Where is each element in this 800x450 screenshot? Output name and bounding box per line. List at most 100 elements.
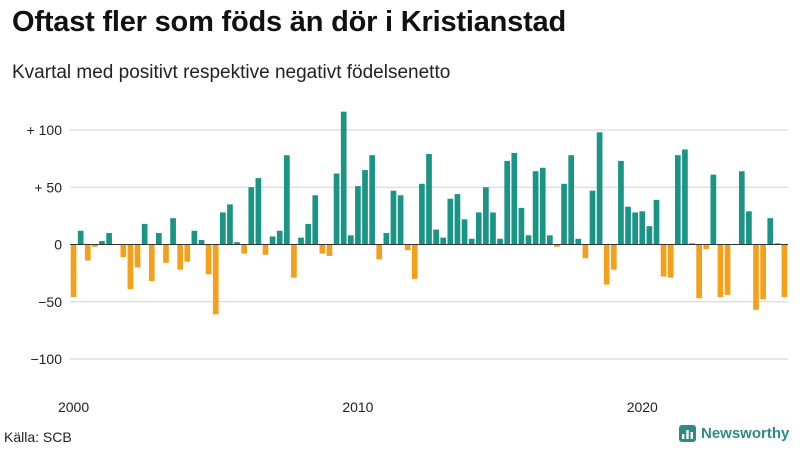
- positive-bar: [362, 170, 368, 245]
- positive-bar: [383, 233, 390, 245]
- positive-bar: [575, 238, 582, 245]
- brand-logo[interactable]: Newsworthy: [679, 425, 789, 442]
- positive-bar: [632, 212, 638, 245]
- positive-bar: [561, 183, 567, 245]
- brand-name: Newsworthy: [701, 425, 790, 442]
- positive-bar: [198, 239, 205, 245]
- positive-bar: [347, 235, 354, 245]
- positive-bar: [483, 187, 489, 245]
- negative-bar: [660, 244, 667, 277]
- x-tick-label: 2020: [627, 399, 658, 415]
- negative-bar: [703, 244, 710, 250]
- positive-bar: [532, 171, 539, 245]
- positive-bar: [283, 155, 290, 245]
- bar-layer: [70, 111, 788, 315]
- positive-bar: [689, 243, 695, 245]
- positive-bar: [447, 198, 454, 245]
- negative-bar: [554, 244, 560, 247]
- negative-bar: [319, 244, 326, 254]
- y-tick-label: + 100: [27, 122, 63, 138]
- positive-bar: [682, 149, 688, 245]
- positive-bar: [639, 211, 646, 245]
- positive-bar: [547, 235, 553, 245]
- negative-bar: [696, 244, 702, 299]
- positive-bar: [397, 195, 404, 245]
- negative-bar: [781, 244, 788, 298]
- positive-bar: [333, 173, 340, 245]
- positive-bar: [767, 218, 774, 245]
- negative-bar: [603, 244, 610, 285]
- negative-bar: [120, 244, 127, 258]
- negative-bar: [241, 244, 248, 254]
- positive-bar: [220, 212, 226, 245]
- positive-bar: [461, 219, 468, 245]
- positive-bar: [468, 238, 475, 245]
- positive-bar: [625, 206, 631, 245]
- positive-bar: [419, 183, 425, 245]
- y-tick-label: + 50: [34, 179, 62, 195]
- bar-chart: + 100 + 50 0 −50 −100 2000 2010 2020: [27, 111, 788, 415]
- positive-bar: [589, 190, 596, 245]
- y-tick-label: 0: [54, 237, 62, 253]
- negative-bar: [717, 244, 724, 298]
- positive-bar: [710, 174, 717, 245]
- positive-bar: [490, 212, 496, 245]
- newsworthy-logo-icon: [679, 425, 696, 442]
- negative-bar: [92, 244, 98, 247]
- positive-bar: [433, 229, 439, 245]
- positive-bar: [738, 171, 745, 245]
- negative-bar: [667, 244, 674, 278]
- positive-bar: [340, 111, 347, 245]
- positive-bar: [156, 233, 162, 245]
- positive-bar: [774, 243, 781, 245]
- positive-bar: [305, 223, 311, 245]
- positive-bar: [440, 237, 447, 245]
- positive-bar: [746, 211, 752, 245]
- negative-bar: [184, 244, 191, 262]
- positive-bar: [234, 242, 240, 245]
- positive-bar: [525, 235, 532, 245]
- positive-bar: [518, 207, 525, 245]
- positive-bar: [276, 230, 283, 245]
- negative-bar: [582, 244, 589, 259]
- negative-bar: [84, 244, 91, 261]
- positive-bar: [511, 152, 518, 245]
- negative-bar: [724, 244, 731, 295]
- positive-bar: [426, 154, 432, 245]
- y-tick-label: −100: [30, 351, 62, 367]
- negative-bar: [411, 244, 418, 279]
- positive-bar: [674, 155, 681, 245]
- positive-bar: [298, 237, 304, 245]
- negative-bar: [134, 244, 141, 268]
- negative-bar: [404, 244, 411, 251]
- negative-bar: [212, 244, 219, 315]
- source-label: Källa: SCB: [4, 429, 72, 445]
- x-tick-label: 2000: [58, 399, 89, 415]
- y-tick-label: −50: [38, 294, 62, 310]
- negative-bar: [753, 244, 759, 310]
- negative-bar: [148, 244, 155, 282]
- chart-title: Oftast fler som föds än dör i Kristianst…: [12, 6, 566, 38]
- negative-bar: [760, 244, 766, 300]
- positive-bar: [539, 167, 546, 245]
- positive-bar: [369, 155, 375, 245]
- positive-bar: [497, 238, 503, 245]
- negative-bar: [376, 244, 383, 260]
- positive-bar: [141, 223, 148, 245]
- positive-bar: [390, 190, 397, 245]
- positive-bar: [269, 236, 276, 245]
- axis-layer: + 100 + 50 0 −50 −100 2000 2010 2020: [27, 122, 788, 415]
- positive-bar: [568, 155, 575, 245]
- positive-bar: [454, 194, 461, 245]
- positive-bar: [191, 230, 198, 245]
- positive-bar: [646, 226, 653, 245]
- positive-bar: [475, 212, 482, 245]
- positive-bar: [248, 187, 255, 245]
- negative-bar: [163, 244, 169, 263]
- positive-bar: [227, 204, 233, 245]
- positive-bar: [77, 230, 84, 245]
- negative-bar: [205, 244, 212, 275]
- x-tick-label: 2010: [342, 399, 373, 415]
- negative-bar: [610, 244, 617, 270]
- positive-bar: [653, 199, 660, 245]
